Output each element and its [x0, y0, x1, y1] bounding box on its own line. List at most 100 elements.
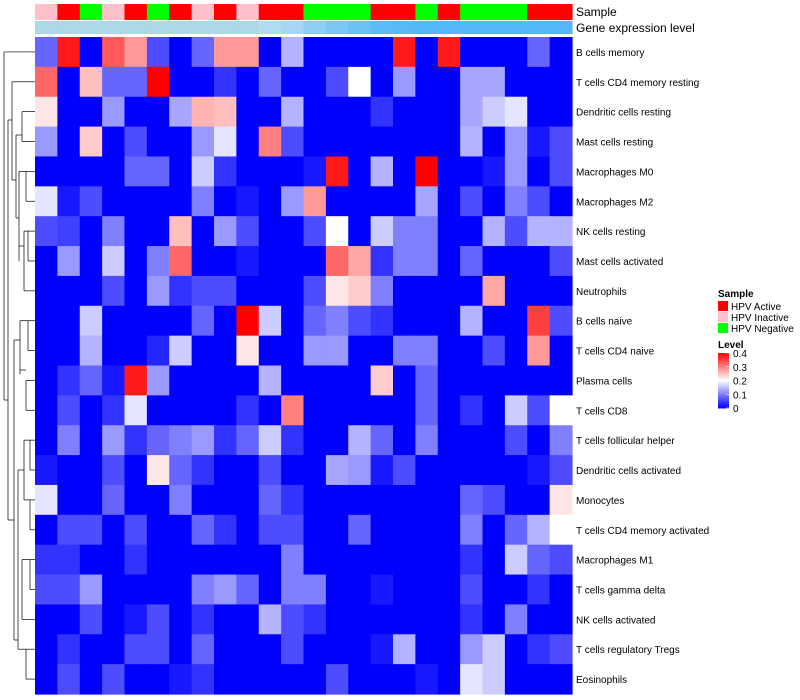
row-labels: B cells memory T cells CD4 memory resting…: [576, 48, 709, 686]
heatmap-cell: [482, 425, 506, 456]
heatmap-cell: [146, 484, 170, 516]
heatmap-cell: [79, 305, 103, 337]
heatmap-cell: [35, 275, 58, 307]
sample-cell: [258, 4, 282, 20]
heatmap-cell: [460, 305, 484, 337]
heatmap-cell: [281, 604, 305, 635]
heatmap-cell: [169, 574, 193, 606]
heatmap-cell: [79, 365, 103, 396]
sample-cell: [191, 4, 215, 20]
heatmap-cell: [124, 126, 148, 158]
sample-track-label: Sample: [576, 5, 617, 19]
heatmap-cell: [214, 574, 237, 606]
heatmap-cell: [236, 126, 260, 158]
heatmap-cell: [549, 604, 573, 635]
heatmap-cell: [124, 246, 148, 277]
heatmap-cell: [124, 634, 148, 665]
heatmap-cell: [415, 37, 439, 68]
heatmap-cell: [370, 96, 394, 128]
heatmap-cell: [191, 216, 215, 247]
expression-cell: [482, 21, 506, 34]
heatmap-cell: [57, 37, 81, 68]
heatmap-cell: [482, 604, 506, 635]
heatmap-cell: [325, 574, 349, 606]
expression-cell: [102, 21, 126, 34]
heatmap-cell: [460, 126, 484, 158]
heatmap-cell: [527, 484, 551, 516]
heatmap-cell: [393, 275, 416, 307]
expression-cell: [437, 21, 461, 34]
heatmap-cell: [57, 365, 81, 396]
heatmap-cell: [102, 96, 126, 128]
heatmap-cell: [214, 126, 237, 158]
heatmap-cell: [482, 544, 506, 576]
row-label: Eosinophils: [576, 675, 627, 686]
heatmap-cell: [415, 514, 439, 546]
heatmap-cell: [236, 634, 260, 665]
heatmap-cell: [527, 395, 551, 426]
heatmap-cell: [35, 365, 58, 396]
heatmap-cell: [303, 335, 327, 367]
legend-colorbar-step: [718, 354, 729, 357]
legend-colorbar-step: [718, 366, 729, 369]
heatmap-cells: [35, 37, 573, 695]
heatmap-cell: [437, 96, 461, 128]
heatmap-cell: [415, 365, 439, 396]
heatmap-cell: [79, 186, 103, 217]
heatmap-cell: [303, 365, 327, 396]
heatmap-cell: [482, 335, 506, 367]
heatmap-cell: [214, 186, 237, 217]
heatmap-cell: [236, 455, 260, 486]
heatmap-cell: [191, 664, 215, 695]
heatmap-cell: [281, 395, 305, 426]
heatmap-cell: [437, 156, 461, 187]
legend-colorbar-step: [718, 377, 729, 380]
heatmap-cell: [325, 395, 349, 426]
row-label: T cells follicular helper: [576, 436, 675, 447]
sample-cell: [415, 4, 439, 20]
heatmap-cell: [169, 66, 193, 98]
expression-cell: [258, 21, 282, 34]
legend-colorbar-step: [718, 369, 729, 372]
heatmap-cell: [57, 484, 81, 516]
legend-tick-label: 0.1: [733, 390, 747, 401]
heatmap-cell: [437, 484, 461, 516]
heatmap-cell: [102, 126, 126, 158]
heatmap-cell: [258, 96, 282, 128]
heatmap-cell: [191, 305, 215, 337]
row-label: Macrophages M2: [576, 197, 654, 208]
heatmap-cell: [303, 305, 327, 337]
heatmap-cell: [102, 156, 126, 187]
heatmap-cell: [191, 156, 215, 187]
heatmap-cell: [258, 514, 282, 546]
legend-colorbar-step: [718, 391, 729, 394]
heatmap-cell: [549, 305, 573, 337]
row-label: T cells regulatory Tregs: [576, 645, 680, 656]
heatmap-cell: [57, 126, 81, 158]
heatmap-cell: [124, 37, 148, 68]
heatmap-cell: [281, 305, 305, 337]
heatmap-cell: [124, 395, 148, 426]
heatmap-cell: [236, 156, 260, 187]
heatmap-cell: [504, 455, 528, 486]
heatmap-cell: [191, 365, 215, 396]
heatmap-cell: [460, 634, 484, 665]
heatmap-cell: [169, 126, 193, 158]
heatmap-cell: [437, 425, 461, 456]
heatmap-cell: [146, 126, 170, 158]
heatmap-cell: [124, 365, 148, 396]
heatmap-cell: [504, 484, 528, 516]
heatmap-cell: [482, 126, 506, 158]
heatmap-cell: [281, 216, 305, 247]
expression-cell: [393, 21, 416, 34]
heatmap-cell: [57, 455, 81, 486]
heatmap-cell: [124, 305, 148, 337]
heatmap-cell: [303, 275, 327, 307]
heatmap-cell: [35, 335, 58, 367]
sample-cell: [102, 4, 126, 20]
heatmap-cell: [348, 395, 372, 426]
heatmap-cell: [437, 66, 461, 98]
heatmap-cell: [146, 544, 170, 576]
row-label: B cells memory: [576, 48, 644, 59]
heatmap-cell: [482, 455, 506, 486]
